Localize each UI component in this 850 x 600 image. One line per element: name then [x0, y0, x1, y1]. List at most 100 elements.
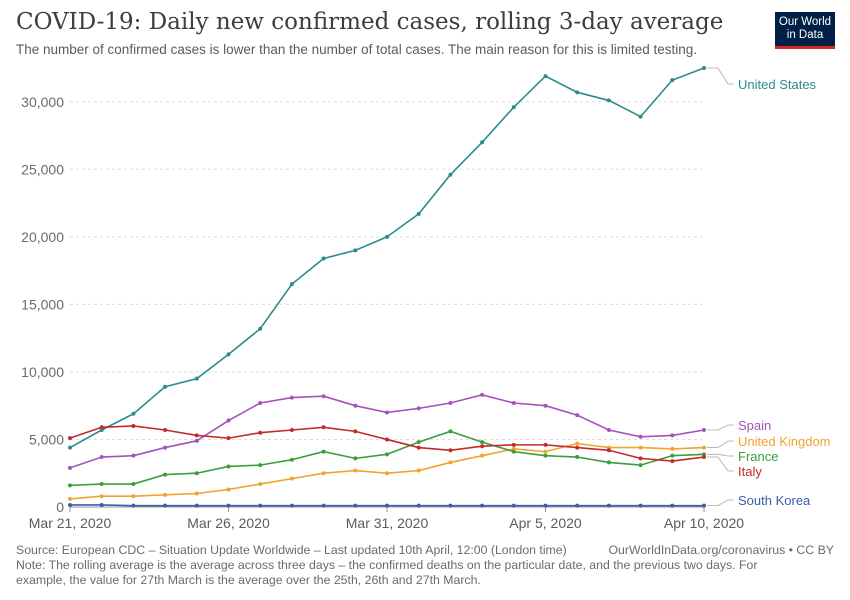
- series-italy: [68, 423, 706, 464]
- data-point: [385, 234, 389, 239]
- data-point: [543, 503, 548, 508]
- data-point: [511, 442, 516, 447]
- data-point: [321, 449, 326, 454]
- data-point: [353, 468, 358, 473]
- data-point: [258, 482, 263, 487]
- data-point: [638, 114, 643, 119]
- data-point: [131, 453, 136, 458]
- data-point: [321, 425, 326, 430]
- data-point: [99, 494, 104, 499]
- gridlines: [70, 101, 704, 440]
- label-connector: [707, 456, 734, 472]
- series-label: France: [738, 449, 778, 464]
- label-connector: [707, 67, 734, 85]
- data-point: [99, 502, 104, 507]
- series-label: United States: [738, 77, 817, 92]
- data-point: [702, 455, 706, 460]
- data-point: [416, 211, 421, 216]
- data-point: [670, 503, 675, 508]
- owid-logo[interactable]: Our World in Data: [775, 12, 835, 49]
- data-point: [385, 452, 389, 457]
- data-point: [543, 74, 548, 79]
- data-point: [226, 436, 231, 441]
- series-lines: [68, 66, 706, 508]
- data-point: [448, 172, 453, 177]
- data-point: [606, 503, 611, 508]
- data-point: [448, 503, 453, 508]
- data-point: [543, 403, 548, 408]
- data-point: [68, 502, 72, 507]
- source-link[interactable]: OurWorldInData.org/coronavirus • CC BY: [608, 543, 834, 557]
- data-point: [448, 400, 453, 405]
- data-point: [511, 400, 516, 405]
- data-point: [575, 455, 580, 460]
- data-point: [448, 460, 453, 465]
- data-point: [194, 491, 199, 496]
- data-point: [131, 503, 136, 508]
- data-point: [194, 503, 199, 508]
- data-point: [289, 395, 294, 400]
- data-point: [670, 459, 675, 464]
- data-point: [702, 503, 706, 508]
- data-point: [289, 476, 294, 481]
- data-point: [575, 441, 580, 446]
- data-point: [68, 445, 72, 450]
- label-connector: [707, 499, 734, 507]
- data-point: [606, 460, 611, 465]
- data-point: [480, 392, 485, 397]
- data-point: [321, 471, 326, 476]
- logo-line-1: Our World: [778, 16, 832, 28]
- data-point: [606, 448, 611, 453]
- data-point: [258, 326, 263, 331]
- x-axis: Mar 21, 2020 Mar 26, 2020 Mar 31, 2020 Apr …: [29, 506, 744, 531]
- data-point: [163, 472, 168, 477]
- series-label: United Kingdom: [738, 434, 831, 449]
- data-point: [131, 423, 136, 428]
- data-point: [638, 463, 643, 468]
- chart-subtitle: The number of confirmed cases is lower t…: [16, 42, 698, 57]
- data-point: [575, 90, 580, 95]
- data-point: [480, 444, 485, 449]
- data-point: [606, 98, 611, 103]
- x-tick-label: Mar 31, 2020: [346, 515, 429, 531]
- data-point: [163, 428, 168, 433]
- data-point: [68, 436, 72, 441]
- data-point: [638, 434, 643, 439]
- data-point: [480, 440, 485, 445]
- data-point: [670, 446, 675, 451]
- data-point: [99, 455, 104, 460]
- data-point: [163, 384, 168, 389]
- data-point: [702, 66, 706, 70]
- data-point: [511, 449, 516, 454]
- note-line-1: Note: The rolling average is the average…: [16, 558, 758, 572]
- data-point: [670, 453, 675, 458]
- x-tick-label: Apr 5, 2020: [509, 515, 582, 531]
- series-label: South Korea: [738, 493, 811, 508]
- data-point: [131, 482, 136, 487]
- y-tick-label: 0: [56, 499, 64, 515]
- x-tick-label: Apr 10, 2020: [664, 515, 744, 531]
- series-label: Spain: [738, 418, 771, 433]
- series-spain: [68, 392, 706, 470]
- data-point: [543, 442, 548, 447]
- data-point: [226, 487, 231, 492]
- data-point: [385, 471, 389, 476]
- data-point: [702, 445, 706, 450]
- data-point: [353, 403, 358, 408]
- data-point: [353, 248, 358, 253]
- data-point: [353, 456, 358, 461]
- data-point: [480, 453, 485, 458]
- data-point: [385, 410, 389, 415]
- y-tick-label: 5,000: [29, 431, 64, 447]
- data-point: [258, 400, 263, 405]
- y-tick-label: 20,000: [21, 229, 64, 245]
- note-line-2: example, the value for 27th March is the…: [16, 573, 481, 587]
- data-point: [194, 438, 199, 443]
- y-tick-label: 25,000: [21, 161, 64, 177]
- series-label: Italy: [738, 464, 762, 479]
- data-point: [194, 471, 199, 476]
- data-point: [226, 352, 231, 357]
- data-point: [416, 503, 421, 508]
- data-point: [670, 433, 675, 438]
